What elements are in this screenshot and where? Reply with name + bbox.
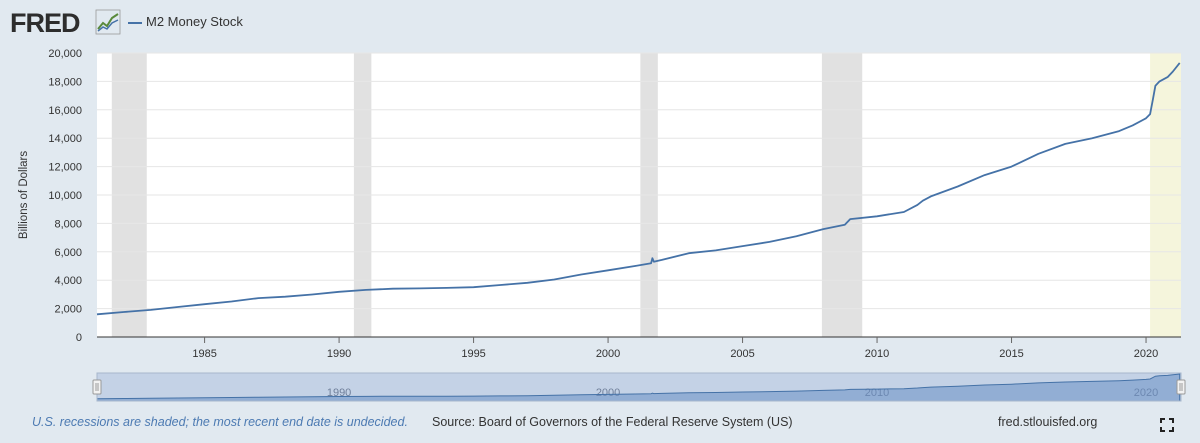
y-tick-label: 10,000 <box>48 190 82 202</box>
series-line-m2 <box>96 62 1181 316</box>
x-tick-label: 2010 <box>865 348 889 360</box>
series-layer <box>96 62 1181 316</box>
legend-item[interactable]: M2 Money Stock <box>128 14 243 29</box>
y-axis: 0 2,000 4,000 6,000 8,000 10,000 12,000 14,000 1… <box>48 48 82 344</box>
fred-logo[interactable]: FRED <box>10 8 80 38</box>
y-tick-label: 18,000 <box>48 76 82 88</box>
chart-header: FRED M2 Money Stock <box>0 0 1200 44</box>
source-text: Source: Board of Governors of the Federa… <box>432 415 793 429</box>
recession-note: U.S. recessions are shaded; the most rec… <box>32 415 408 429</box>
chart-line-icon <box>95 9 121 35</box>
x-tick-label: 1985 <box>192 348 216 360</box>
y-tick-label: 8,000 <box>54 218 82 230</box>
y-tick-label: 20,000 <box>48 48 82 60</box>
y-tick-label: 12,000 <box>48 162 82 174</box>
y-tick-label: 16,000 <box>48 105 82 117</box>
fullscreen-icon[interactable] <box>1160 418 1174 432</box>
y-axis-label: Billions of Dollars <box>18 151 30 239</box>
navigator-series <box>96 373 1181 402</box>
chart-area: 0 2,000 4,000 6,000 8,000 10,000 12,000 14,000 1… <box>18 48 1186 402</box>
y-tick-label: 0 <box>76 332 82 344</box>
x-tick-label: 2005 <box>730 348 754 360</box>
x-tick-label: 2000 <box>596 348 620 360</box>
x-tick-label: 2020 <box>1134 348 1158 360</box>
y-tick-label: 6,000 <box>54 247 82 259</box>
x-tick-label: 2015 <box>999 348 1023 360</box>
fred-url-link[interactable]: fred.stlouisfed.org <box>998 415 1098 429</box>
x-tick-label: 1990 <box>327 348 351 360</box>
x-axis: 1985 1990 1995 2000 2005 2010 2015 2020 <box>97 336 1181 360</box>
navigator-handle-right[interactable] <box>1176 379 1186 395</box>
x-tick-label: 1995 <box>461 348 485 360</box>
navigator-handle-left[interactable] <box>92 379 102 395</box>
legend-label: M2 Money Stock <box>146 14 243 29</box>
y-tick-label: 4,000 <box>54 275 82 287</box>
y-tick-label: 14,000 <box>48 133 82 145</box>
navigator[interactable]: 1990200020102020 <box>92 372 1186 402</box>
y-tick-label: 2,000 <box>54 304 82 316</box>
legend-line-icon <box>128 21 142 24</box>
